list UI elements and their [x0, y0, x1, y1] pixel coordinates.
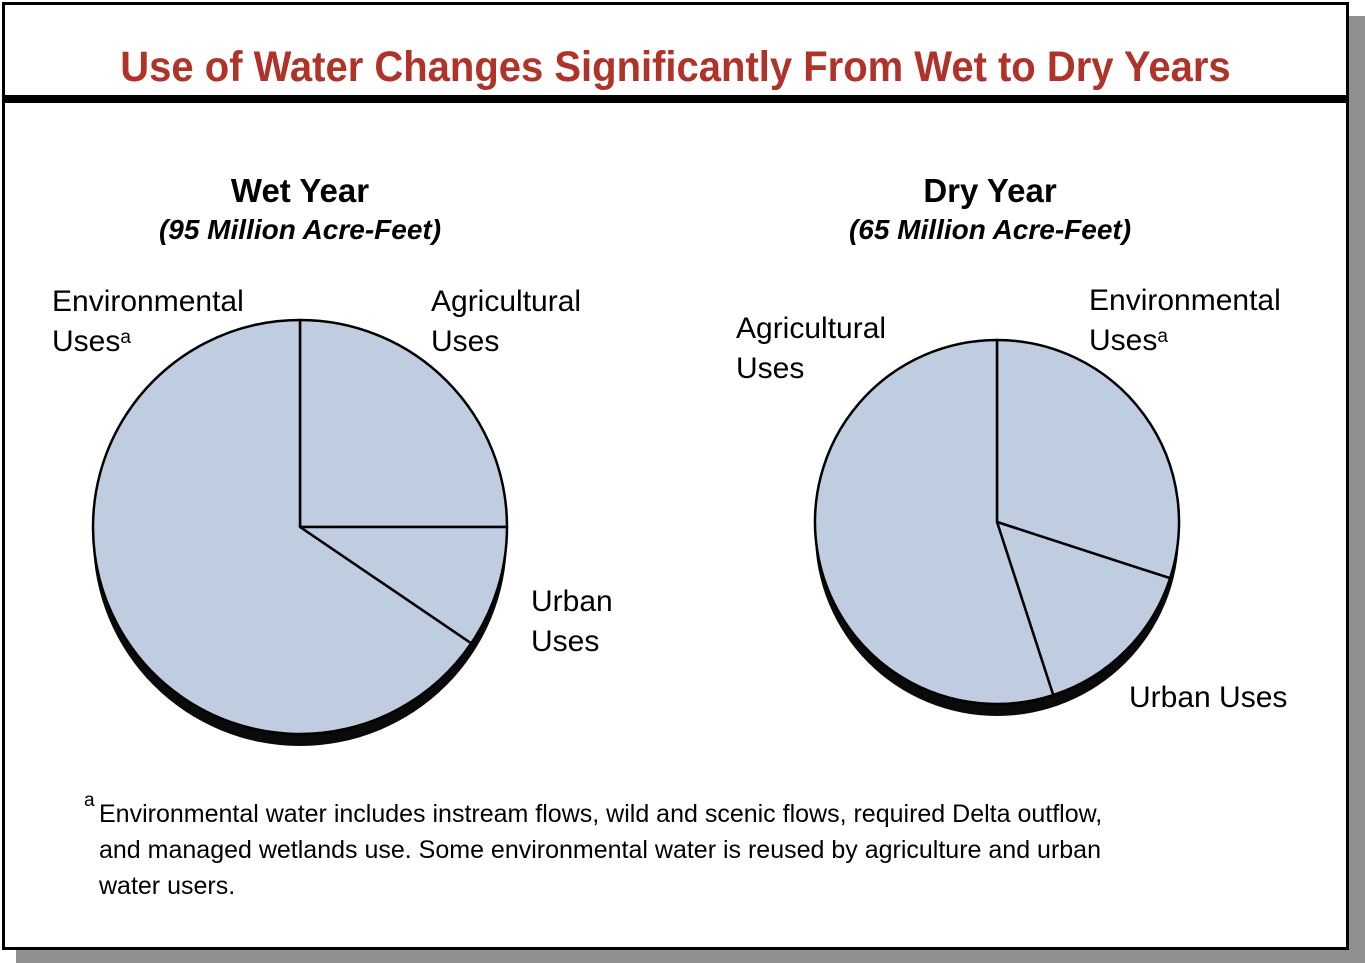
pie-slice-environmental-uses	[91, 318, 473, 736]
pie-slice-urban-uses	[298, 525, 509, 645]
footnote-line: water users.	[99, 872, 236, 900]
wet-year-subtitle: (95 Million Acre-Feet)	[158, 214, 442, 245]
label-line: Uses	[531, 625, 600, 658]
footnote-line: Environmental water includes instream fl…	[99, 800, 1103, 828]
footnote: Environmental water includes instream fl…	[99, 796, 1299, 904]
label-line: Urban Uses	[1129, 681, 1288, 714]
label-line: Uses	[52, 325, 121, 358]
wet-year-pie	[91, 318, 509, 746]
wet-year-title: Wet Year	[230, 172, 370, 209]
wet-label-agricultural: Agricultural Uses	[431, 282, 581, 362]
dry-label-environmental: Environmental Usesa	[1089, 281, 1281, 361]
footnote-mark: a	[120, 327, 131, 348]
title-bar: Use of Water Changes Significantly From …	[5, 5, 1346, 103]
wet-label-environmental: Environmental Usesa	[52, 282, 244, 362]
pie-slice-environmental-uses	[995, 338, 1181, 580]
label-line: Uses	[431, 325, 500, 358]
dry-label-urban: Urban Uses	[1129, 678, 1287, 718]
footnote-mark: a	[84, 790, 95, 811]
pie-slice-agricultural-uses	[813, 338, 1055, 706]
dry-year-subtitle: (65 Million Acre-Feet)	[848, 214, 1132, 245]
label-line: Agricultural	[431, 285, 582, 318]
dry-label-agricultural: Agricultural Uses	[736, 309, 886, 389]
wet-label-urban: Urban Uses	[531, 582, 613, 662]
label-line: Agricultural	[736, 312, 887, 345]
label-line: Urban	[531, 585, 613, 618]
pie-slice-agricultural-uses	[298, 318, 509, 529]
dry-year-pie	[813, 338, 1181, 716]
label-line: Uses	[1089, 324, 1158, 357]
label-line: Environmental	[1089, 284, 1281, 317]
footnote-line: and managed wetlands use. Some environme…	[99, 836, 1101, 864]
label-line: Uses	[736, 352, 805, 385]
footnote-mark: a	[1157, 326, 1168, 347]
figure-title: Use of Water Changes Significantly From …	[120, 43, 1231, 91]
label-line: Environmental	[52, 285, 244, 318]
dry-year-title: Dry Year	[923, 172, 1057, 209]
